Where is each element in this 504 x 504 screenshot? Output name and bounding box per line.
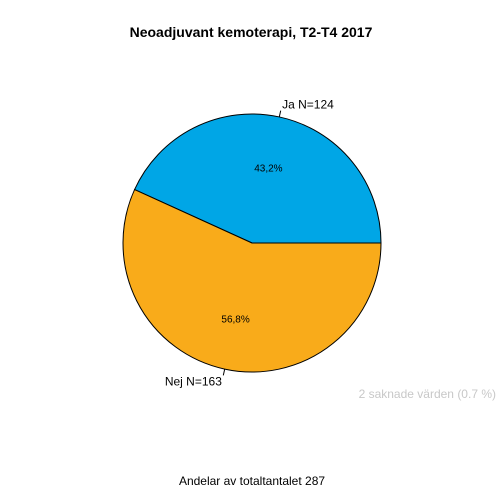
slice-percent-label: 43,2% <box>254 163 282 174</box>
slice-category-label: Nej N=163 <box>165 375 222 389</box>
slice-label-tick <box>222 368 226 376</box>
pie-slice-ja <box>133 113 382 244</box>
slice-category-label: Ja N=124 <box>282 97 334 111</box>
pie-slice-nej <box>122 188 382 373</box>
pie-slices <box>122 113 382 373</box>
slice-label-tick <box>278 110 282 118</box>
chart-title: Neoadjuvant kemoterapi, T2-T4 2017 <box>130 24 373 40</box>
footer-caption: Andelar av totaltantalet 287 <box>179 474 325 488</box>
missing-values-note: 2 saknade värden (0.7 %) <box>359 387 496 401</box>
slice-percent-label: 56,8% <box>221 315 249 326</box>
slice-labels: 43,2% Ja N=124 56,8% Nej N=163 <box>165 97 334 388</box>
